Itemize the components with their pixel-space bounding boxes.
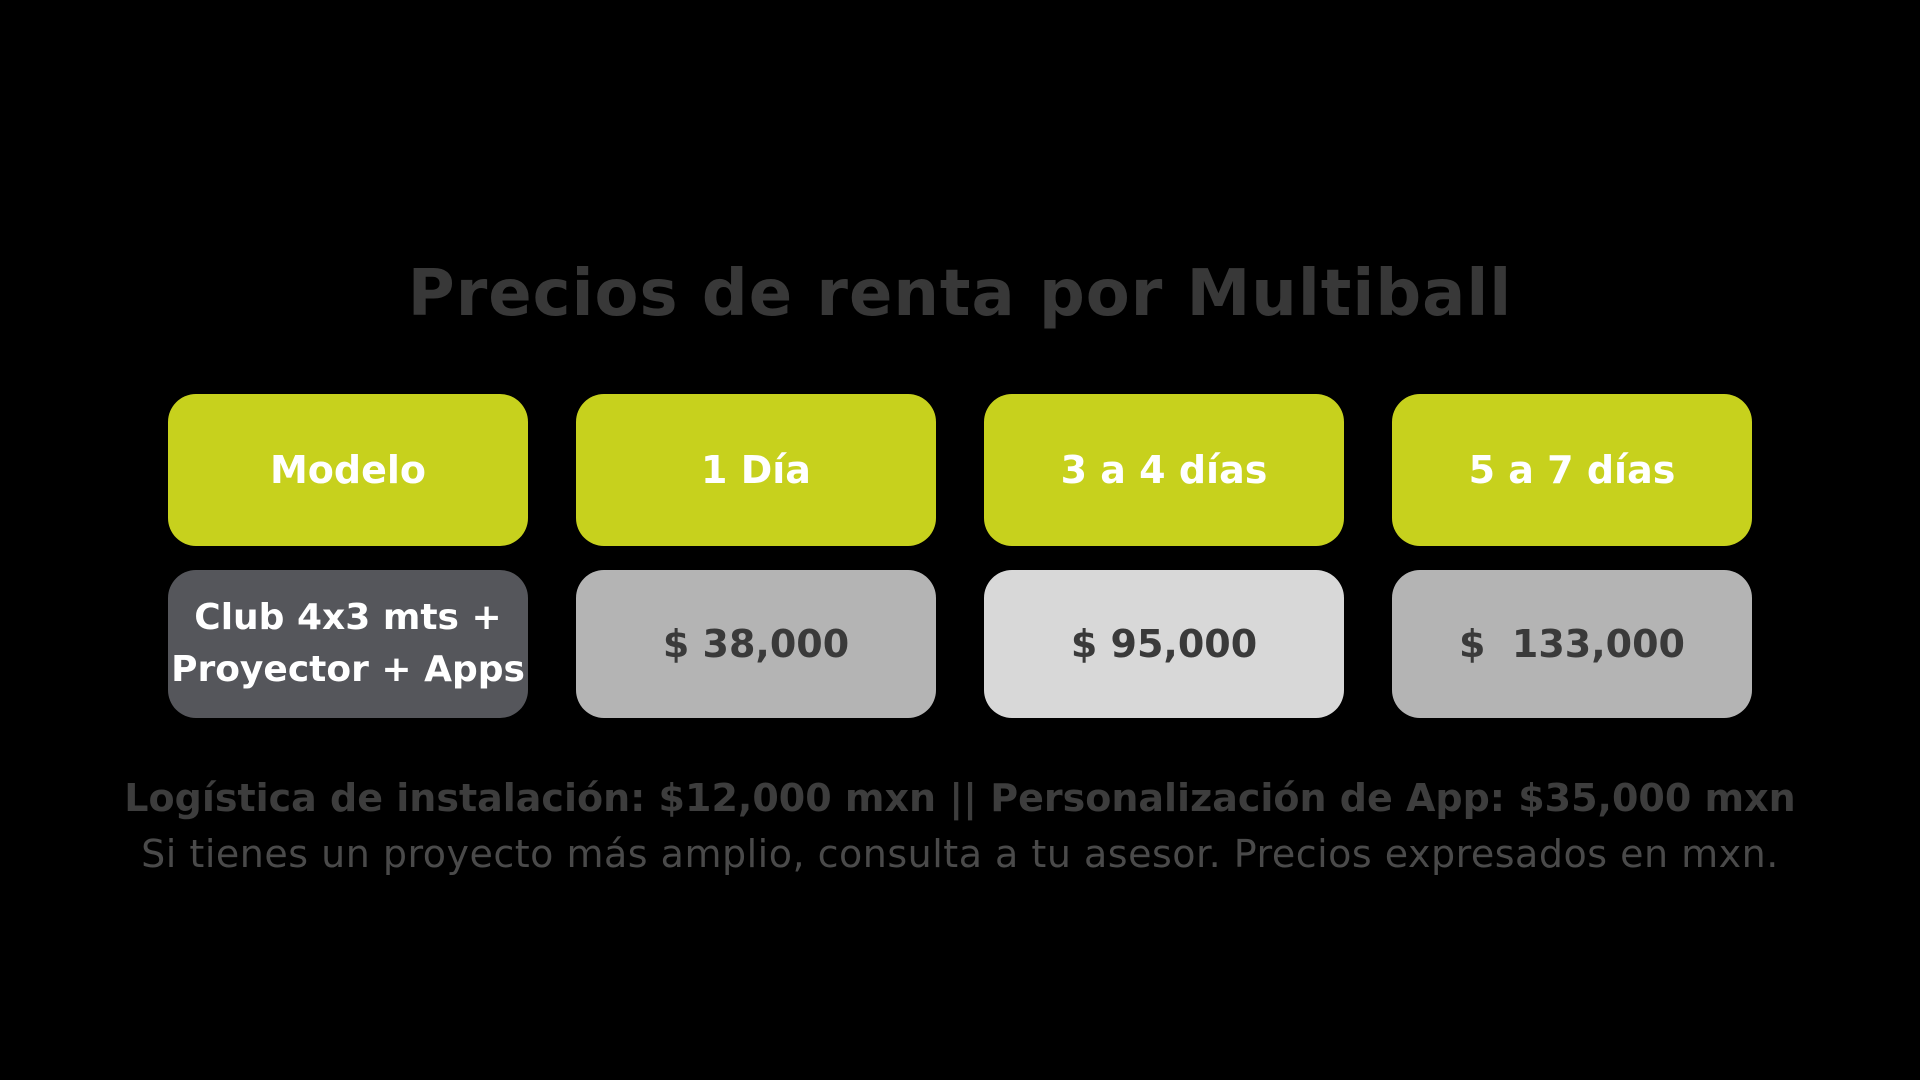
price-cell-1-dia: $ 38,000 xyxy=(576,570,936,718)
footer-advisory-note: Si tienes un proyecto más amplio, consul… xyxy=(141,832,1779,876)
model-name-line2: Proyector + Apps xyxy=(171,649,525,690)
column-header-label: Modelo xyxy=(269,448,427,492)
column-header-3-4-dias: 3 a 4 días xyxy=(984,394,1344,546)
price-value: $ 95,000 xyxy=(1070,622,1258,666)
price-value: $ 133,000 xyxy=(1459,622,1685,666)
pricing-table: Modelo 1 Día 3 a 4 días 5 a 7 días Club … xyxy=(168,394,1752,718)
column-header-1-dia: 1 Día xyxy=(576,394,936,546)
model-name-line1: Club 4x3 mts + xyxy=(194,596,502,638)
column-header-modelo: Modelo xyxy=(168,394,528,546)
price-cell-3-4-dias: $ 95,000 xyxy=(984,570,1344,718)
column-header-label: 5 a 7 días xyxy=(1468,448,1676,492)
column-header-5-7-dias: 5 a 7 días xyxy=(1392,394,1752,546)
price-cell-5-7-dias: $ 133,000 xyxy=(1392,570,1752,718)
column-header-label: 1 Día xyxy=(701,448,811,492)
model-cell: Club 4x3 mts + Proyector + Apps xyxy=(168,570,528,718)
column-header-label: 3 a 4 días xyxy=(1060,448,1268,492)
footer-logistics-note: Logística de instalación: $12,000 mxn ||… xyxy=(124,776,1796,820)
page-title: Precios de renta por Multiball xyxy=(407,257,1513,331)
price-value: $ 38,000 xyxy=(662,622,850,666)
